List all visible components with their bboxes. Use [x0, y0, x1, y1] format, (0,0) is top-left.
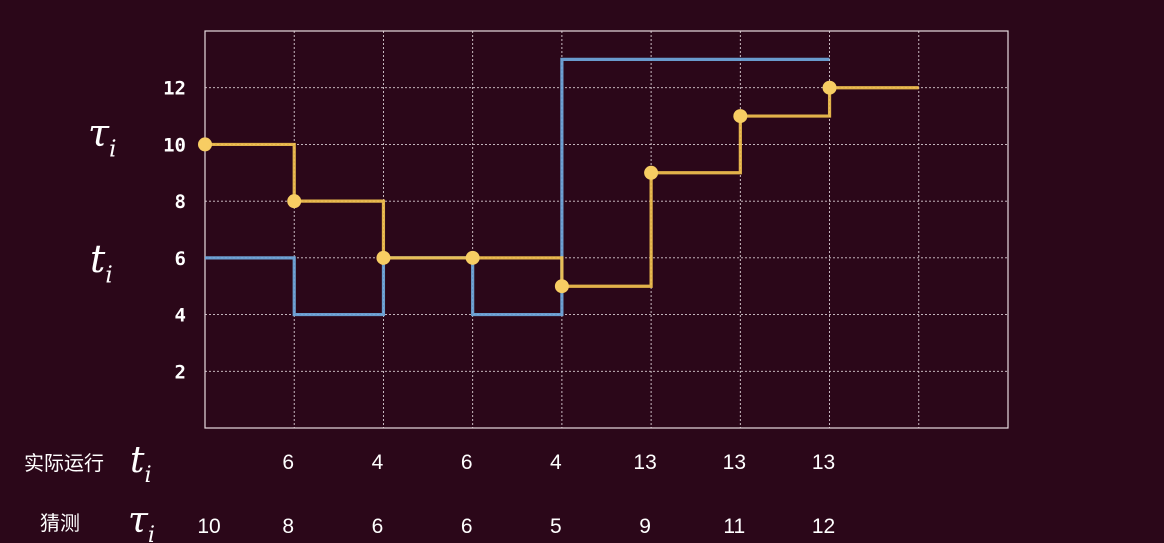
table-row-symbol: τi — [128, 500, 155, 543]
table-value: 9 — [639, 515, 651, 538]
data-point-guess — [554, 279, 569, 294]
y-tick-labels: 2 4 6 8 10 12 — [163, 78, 186, 384]
table-value: 4 — [372, 451, 384, 474]
y-tick-label: 12 — [163, 78, 186, 100]
table-value: 6 — [282, 451, 294, 474]
table-row-label: 猜测 — [40, 511, 80, 535]
table-value: 6 — [461, 515, 473, 538]
data-point-guess — [822, 80, 837, 95]
table-value: 6 — [372, 515, 384, 538]
y-tick-label: 2 — [175, 361, 186, 383]
series-line-actual — [205, 57, 830, 317]
table-value: 13 — [633, 451, 656, 474]
grid — [205, 31, 1008, 428]
table-value: 4 — [550, 451, 562, 474]
data-point-guess — [376, 250, 391, 265]
table-value: 6 — [461, 451, 473, 474]
data-point-guess — [733, 109, 748, 124]
series — [205, 57, 919, 317]
table-value: 5 — [550, 515, 562, 538]
table-row-symbol: ti — [130, 440, 152, 488]
y-axis-label-tau: τi — [88, 111, 117, 163]
data-point-guess — [198, 137, 212, 152]
y-tick-label: 6 — [175, 248, 186, 270]
y-tick-label: 8 — [175, 191, 186, 213]
y-axis-label-t: ti — [90, 237, 113, 289]
markers — [198, 80, 837, 294]
plot-frame — [204, 30, 1009, 429]
table-value: 10 — [197, 515, 220, 538]
y-tick-label: 10 — [163, 134, 186, 156]
table-value: 12 — [812, 515, 835, 538]
table-value: 11 — [723, 515, 745, 538]
data-point-guess — [644, 165, 659, 180]
data-point-guess — [465, 250, 480, 265]
table-row-label: 实际运行 — [24, 451, 104, 475]
table-value: 8 — [282, 515, 294, 538]
table-value: 13 — [812, 451, 835, 474]
axis-variable-labels: τi ti — [88, 111, 117, 289]
y-tick-label: 4 — [175, 305, 186, 327]
data-point-guess — [287, 194, 302, 209]
value-table: 实际运行 ti 6 4 6 4 13 13 13 猜测 τi 10 8 6 6 5 9 11 12 — [24, 440, 835, 543]
table-value: 13 — [723, 451, 746, 474]
